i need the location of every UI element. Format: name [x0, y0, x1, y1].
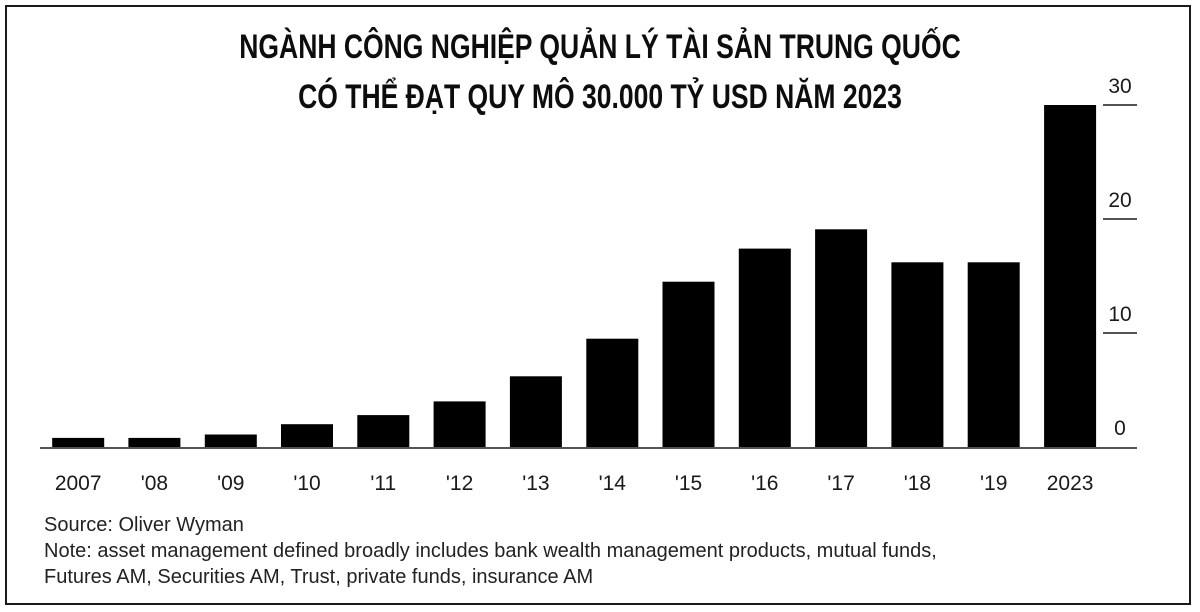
y-axis: 0 10 20 30 — [1103, 75, 1137, 440]
x-tick-label: '16 — [751, 472, 778, 495]
y-tick-label: 30 — [1108, 75, 1131, 98]
x-tick-label: '19 — [980, 472, 1007, 495]
x-tick-label: '08 — [141, 472, 168, 495]
x-tick-label: '09 — [217, 472, 244, 495]
x-tick-label: '13 — [522, 472, 549, 495]
bar-1 — [128, 437, 181, 447]
x-tick-label: 2007 — [55, 472, 102, 495]
bar-11 — [891, 262, 944, 447]
bar-13 — [1044, 105, 1097, 447]
x-tick-label: '11 — [370, 472, 396, 495]
note-text-line-1: Note: asset management defined broadly i… — [44, 540, 937, 562]
x-tick-label: '10 — [293, 472, 320, 495]
chart-footer: Source: Oliver Wyman Note: asset managem… — [44, 512, 1184, 590]
y-tick-label: 0 — [1114, 417, 1126, 440]
chart-subtitle: CÓ THỂ ĐẠT QUY MÔ 30.000 TỶ USD NĂM 2023 — [298, 78, 902, 116]
x-tick-label: '12 — [446, 472, 473, 495]
x-tick-label: 2023 — [1047, 472, 1094, 495]
x-tick-label: '17 — [827, 472, 854, 495]
bar-12 — [967, 262, 1020, 447]
bar-0 — [52, 437, 105, 447]
source-text: Source: Oliver Wyman — [44, 514, 244, 536]
chart-title-block: NGÀNH CÔNG NGHIỆP QUẢN LÝ TÀI SẢN TRUNG … — [132, 22, 1068, 122]
x-tick-label: '14 — [599, 472, 627, 495]
bar-8 — [662, 281, 715, 447]
bar-4 — [357, 415, 410, 447]
x-axis: 2007 '08 '09 '10 '11 '12 '13 '14 '15 '16 '17 '18 '19… — [55, 472, 1094, 495]
bar-10 — [815, 229, 868, 447]
x-tick-label: '15 — [675, 472, 702, 495]
bars-group — [52, 105, 1097, 447]
bar-7 — [586, 338, 639, 447]
bar-6 — [509, 376, 562, 447]
bar-5 — [433, 401, 486, 447]
chart-title: NGÀNH CÔNG NGHIỆP QUẢN LÝ TÀI SẢN TRUNG … — [239, 28, 961, 66]
bar-9 — [738, 248, 791, 447]
y-tick-label: 20 — [1108, 189, 1131, 212]
note-text-line-2: Futures AM, Securities AM, Trust, privat… — [44, 566, 594, 588]
y-tick-label: 10 — [1108, 303, 1131, 326]
bar-2 — [204, 434, 257, 447]
x-tick-label: '18 — [904, 472, 931, 495]
bar-3 — [281, 424, 333, 447]
